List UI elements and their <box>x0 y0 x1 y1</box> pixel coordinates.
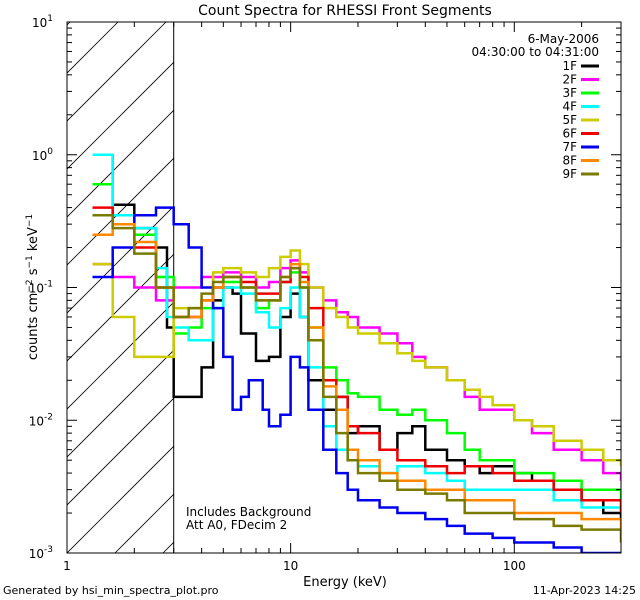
y-tick-label: 10-1 <box>29 280 53 296</box>
series-line-8F <box>92 222 621 530</box>
legend-label-4F: 4F <box>562 100 577 114</box>
series-line-7F <box>92 206 621 553</box>
legend-label-2F: 2F <box>562 73 577 87</box>
series-line-9F <box>92 214 621 543</box>
legend-label-5F: 5F <box>562 113 577 127</box>
y-tick-label: 10-3 <box>29 545 53 561</box>
hatch-line <box>547 22 640 553</box>
hatch-line <box>67 61 174 170</box>
hatch-line <box>67 22 167 122</box>
hatch-line <box>0 22 22 553</box>
legend-label-8F: 8F <box>562 154 577 168</box>
x-tick-label: 100 <box>503 559 526 573</box>
legend-label-3F: 3F <box>562 86 577 100</box>
series-lines <box>92 153 621 553</box>
annotation-background: Includes Background <box>186 505 311 519</box>
y-tick-label: 10-2 <box>29 412 53 428</box>
legend-label-9F: 9F <box>562 167 577 181</box>
x-tick-label: 1 <box>63 559 71 573</box>
generated-by-footer: Generated by hsi_min_spectra_plot.pro <box>3 584 219 597</box>
hatch-line <box>67 205 174 314</box>
legend-label-1F: 1F <box>562 59 577 73</box>
y-tick-label: 100 <box>32 147 53 163</box>
annotation-attenuator: Att A0, FDecim 2 <box>186 518 287 532</box>
y-axis-ticks: 10-3 10-2 10-1 100 101 <box>29 14 621 561</box>
x-tick-label: 10 <box>283 559 298 573</box>
time-range-label: 04:30:00 to 04:31:00 <box>472 45 599 59</box>
legend-label-7F: 7F <box>562 140 577 154</box>
x-axis-label: Energy (keV) <box>303 575 387 590</box>
hatch-line <box>67 22 119 74</box>
chart-title: Count Spectra for RHESSI Front Segments <box>198 3 492 19</box>
y-axis-label: counts cm−2 s−1 keV−1 <box>25 214 41 360</box>
timestamp-footer: 11-Apr-2023 14:25 <box>533 584 636 597</box>
x-axis-ticks: 1 10 100 <box>63 22 622 573</box>
hatch-line <box>67 445 174 553</box>
y-tick-label: 101 <box>32 14 53 30</box>
date-label: 6-May-2006 <box>528 32 599 46</box>
legend-label-6F: 6F <box>562 127 577 141</box>
hatch-line <box>67 397 174 506</box>
